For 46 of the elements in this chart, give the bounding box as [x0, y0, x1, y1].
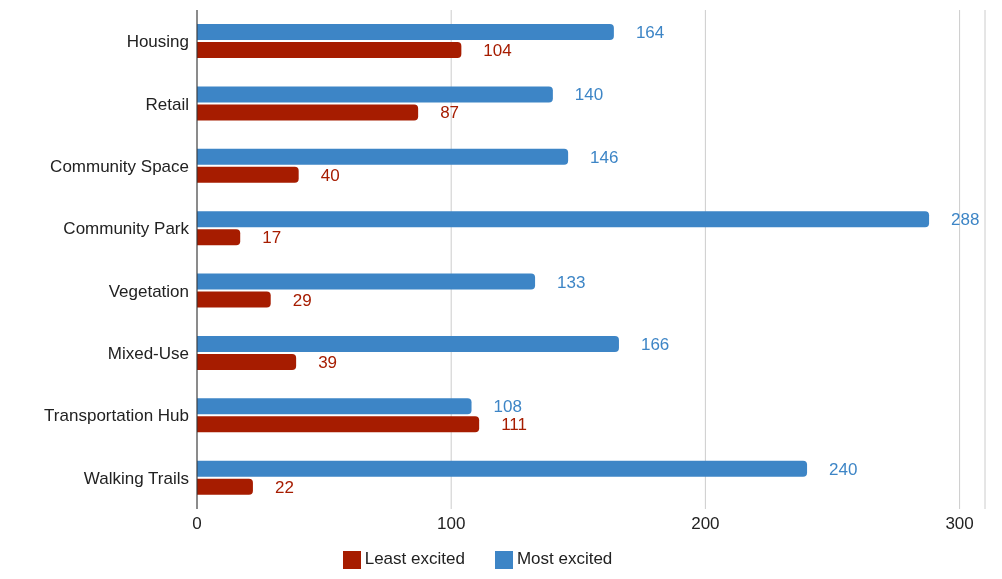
x-tick-label: 200: [691, 514, 720, 534]
data-label: 22: [274, 477, 294, 497]
bar: [197, 398, 472, 415]
x-tick-label: 0: [192, 514, 202, 534]
y-tick-label: Walking Trails: [83, 468, 189, 488]
x-tick-label: 300: [945, 514, 974, 534]
data-label: 87: [440, 103, 460, 123]
bar: [197, 273, 536, 290]
bar: [197, 416, 480, 433]
bar: [197, 291, 271, 308]
legend-label: Most excited: [516, 549, 613, 568]
data-label: 111: [501, 415, 527, 435]
data-label: 140: [574, 85, 604, 105]
data-label: 17: [262, 228, 282, 248]
bar: [197, 86, 553, 103]
data-label: 146: [590, 147, 619, 167]
bar: [197, 24, 614, 40]
bar: [197, 42, 462, 58]
y-tick-label: Mixed-Use: [107, 344, 189, 364]
data-label: 288: [951, 210, 980, 230]
data-label: 29: [292, 290, 312, 310]
data-label: 240: [829, 459, 858, 479]
data-label: 108: [493, 397, 522, 417]
y-tick-label: Vegetation: [108, 281, 189, 301]
data-label: 133: [557, 272, 586, 292]
y-tick-label: Transportation Hub: [44, 406, 189, 426]
y-tick-label: Community Space: [50, 156, 189, 176]
legend-label: Least excited: [364, 549, 465, 568]
bar: [197, 229, 241, 246]
bar: [197, 211, 930, 228]
bar: [197, 478, 253, 495]
bar: [197, 353, 297, 370]
bar: [197, 335, 619, 352]
data-label: 39: [318, 352, 338, 372]
bar: [197, 104, 419, 121]
bar: [197, 166, 299, 183]
y-tick-label: Retail: [145, 94, 189, 114]
y-tick-label: Housing: [126, 32, 189, 52]
data-label: 164: [635, 23, 665, 43]
x-tick-label: 100: [437, 514, 466, 534]
data-label: 40: [320, 165, 340, 185]
data-label: 104: [483, 41, 512, 61]
y-tick-label: Community Park: [63, 219, 190, 239]
bar: [197, 460, 808, 477]
bar: [197, 148, 569, 165]
data-label: 166: [640, 334, 670, 354]
